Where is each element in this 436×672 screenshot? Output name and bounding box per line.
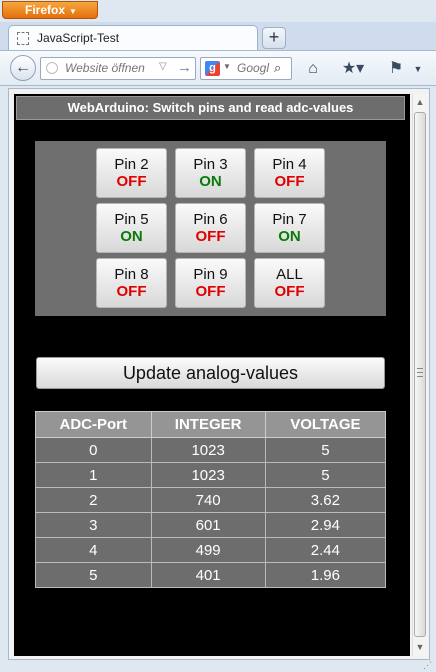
all-pins-button[interactable]: ALL OFF: [254, 258, 325, 308]
pin-state: OFF: [116, 283, 147, 300]
pin-state: OFF: [195, 283, 226, 300]
pin-name: Pin 4: [272, 156, 307, 173]
integer-cell: 401: [150, 562, 266, 588]
table-row: 5 401 1.96: [35, 562, 387, 588]
integer-cell: 499: [150, 537, 266, 563]
integer-cell: 601: [150, 512, 266, 538]
column-header: VOLTAGE: [264, 411, 387, 438]
adc-port-cell: 4: [35, 537, 152, 563]
pin-name: Pin 3: [193, 156, 228, 173]
bookmarks-button[interactable]: ★▾: [338, 58, 368, 80]
bookmark-icon: ★▾: [341, 60, 365, 77]
pin-state: ON: [278, 228, 301, 245]
home-icon: ⌂: [308, 60, 318, 77]
table-row: 3 601 2.94: [35, 512, 387, 538]
addon-icon: ⚑: [388, 60, 404, 77]
adc-table: ADC-Port INTEGER VOLTAGE 0 1023 5 1 1023…: [35, 411, 387, 588]
back-icon: ←: [15, 59, 31, 76]
pin-name: ALL: [276, 266, 303, 283]
table-row: 1 1023 5: [35, 462, 387, 488]
pin-4-button[interactable]: Pin 4 OFF: [254, 148, 325, 198]
pin-state: OFF: [116, 173, 147, 190]
search-input[interactable]: [235, 60, 275, 76]
scrollbar-grip-icon: [417, 368, 423, 377]
page-title: WebArduino: Switch pins and read adc-val…: [16, 96, 405, 120]
pin-state: ON: [199, 173, 222, 190]
pin-state: OFF: [274, 173, 305, 190]
chevron-down-icon: ▼: [69, 7, 77, 16]
scrollbar-thumb[interactable]: [414, 112, 426, 637]
pin-state: OFF: [274, 283, 305, 300]
table-row: 4 499 2.44: [35, 537, 387, 563]
history-dropdown-icon[interactable]: ▽: [159, 61, 167, 72]
pin-state: ON: [120, 228, 143, 245]
resize-grip-icon[interactable]: ⋰: [423, 660, 432, 670]
search-bar[interactable]: g ▼ ⌕: [200, 57, 292, 80]
voltage-cell: 1.96: [264, 562, 387, 588]
engine-dropdown-icon[interactable]: ▼: [223, 62, 231, 71]
pin-panel: Pin 2 OFF Pin 3 ON Pin 4 OFF Pin 5 ON Pi…: [35, 141, 386, 316]
integer-cell: 1023: [150, 437, 266, 463]
pin-7-button[interactable]: Pin 7 ON: [254, 203, 325, 253]
pin-9-button[interactable]: Pin 9 OFF: [175, 258, 246, 308]
voltage-cell: 5: [264, 437, 387, 463]
scroll-down-icon[interactable]: ▼: [415, 642, 425, 652]
adc-port-cell: 5: [35, 562, 152, 588]
table-row: 2 740 3.62: [35, 487, 387, 513]
pin-name: Pin 2: [114, 156, 149, 173]
voltage-cell: 5: [264, 462, 387, 488]
url-input[interactable]: [63, 60, 157, 76]
search-icon[interactable]: ⌕: [274, 60, 282, 75]
table-header-row: ADC-Port INTEGER VOLTAGE: [35, 411, 387, 438]
tab-javascript-test[interactable]: JavaScript-Test: [8, 25, 258, 51]
integer-cell: 740: [150, 487, 266, 513]
voltage-cell: 3.62: [264, 487, 387, 513]
go-arrow-icon[interactable]: →: [177, 59, 192, 76]
pin-3-button[interactable]: Pin 3 ON: [175, 148, 246, 198]
toolbar-menu-button[interactable]: ▼: [411, 58, 425, 80]
pin-2-button[interactable]: Pin 2 OFF: [96, 148, 167, 198]
home-button[interactable]: ⌂: [302, 58, 324, 80]
addon-button[interactable]: ⚑: [383, 58, 409, 80]
adc-port-cell: 2: [35, 487, 152, 513]
adc-port-cell: 0: [35, 437, 152, 463]
column-header: ADC-Port: [35, 411, 152, 438]
firefox-menu-button[interactable]: Firefox ▼: [2, 1, 98, 19]
pin-name: Pin 8: [114, 266, 149, 283]
firefox-menu-label: Firefox: [25, 3, 66, 17]
voltage-cell: 2.94: [264, 512, 387, 538]
pin-name: Pin 6: [193, 211, 228, 228]
voltage-cell: 2.44: [264, 537, 387, 563]
back-button[interactable]: ←: [10, 55, 36, 81]
column-header: INTEGER: [150, 411, 266, 438]
pin-name: Pin 5: [114, 211, 149, 228]
pin-name: Pin 9: [193, 266, 228, 283]
menu-icon: ▼: [413, 64, 423, 74]
table-row: 0 1023 5: [35, 437, 387, 463]
globe-icon: [46, 62, 58, 74]
integer-cell: 1023: [150, 462, 266, 488]
pin-5-button[interactable]: Pin 5 ON: [96, 203, 167, 253]
status-bar: [0, 660, 436, 672]
new-tab-button[interactable]: +: [262, 27, 286, 49]
page-icon: [17, 32, 29, 45]
tab-title: JavaScript-Test: [37, 31, 120, 45]
adc-port-cell: 1: [35, 462, 152, 488]
url-bar[interactable]: ▽ →: [40, 57, 196, 80]
adc-port-cell: 3: [35, 512, 152, 538]
pin-8-button[interactable]: Pin 8 OFF: [96, 258, 167, 308]
pin-name: Pin 7: [272, 211, 307, 228]
google-icon[interactable]: g: [205, 61, 220, 76]
scroll-up-icon[interactable]: ▲: [415, 97, 425, 107]
pin-state: OFF: [195, 228, 226, 245]
pin-6-button[interactable]: Pin 6 OFF: [175, 203, 246, 253]
update-analog-values-button[interactable]: Update analog-values: [36, 357, 385, 389]
